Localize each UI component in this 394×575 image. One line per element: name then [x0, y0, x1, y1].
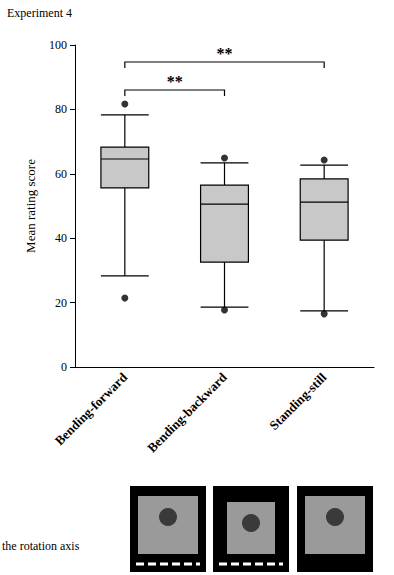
svg-text:40: 40 [55, 231, 67, 245]
svg-text:**: ** [217, 45, 233, 62]
svg-text:Bending-forward: Bending-forward [52, 369, 131, 448]
svg-text:Standing-still: Standing-still [266, 369, 329, 432]
svg-text:the rotation axis: the rotation axis [2, 539, 80, 553]
svg-text:0: 0 [61, 360, 67, 374]
svg-text:Bending-backward: Bending-backward [144, 369, 230, 455]
svg-text:60: 60 [55, 167, 67, 181]
svg-text:Mean rating score: Mean rating score [23, 159, 38, 253]
svg-text:80: 80 [55, 102, 67, 116]
svg-text:100: 100 [49, 38, 67, 52]
svg-text:20: 20 [55, 296, 67, 310]
svg-text:Experiment 4: Experiment 4 [7, 6, 72, 20]
svg-text:**: ** [167, 73, 183, 90]
